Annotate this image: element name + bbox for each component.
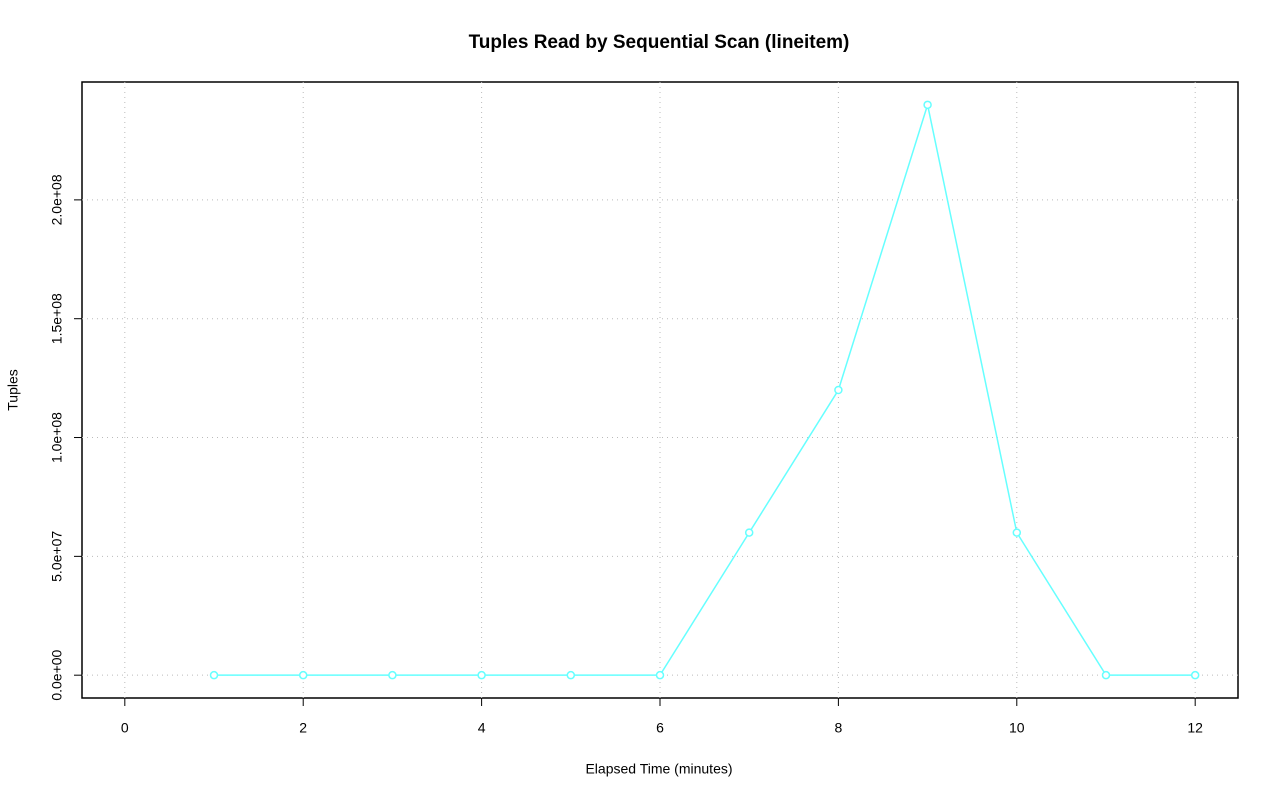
- x-tick-label: 0: [121, 720, 129, 736]
- x-tick-label: 12: [1187, 720, 1203, 736]
- data-point: [1012, 528, 1022, 537]
- data-point: [388, 670, 397, 680]
- x-tick-label: 4: [478, 720, 486, 736]
- data-point: [834, 385, 843, 395]
- data-line: [214, 101, 1196, 676]
- data-point: [209, 670, 219, 680]
- x-axis-label: Elapsed Time (minutes): [585, 761, 732, 777]
- x-tick-label: 6: [656, 720, 664, 736]
- y-tick-label: 0.0e+00: [49, 649, 65, 700]
- y-axis-label: Tuples: [5, 369, 21, 411]
- data-point: [477, 670, 486, 680]
- y-tick-label: 2.0e+08: [49, 174, 65, 225]
- data-point: [1190, 670, 1200, 680]
- y-tick-label: 1.5e+08: [49, 293, 65, 344]
- x-tick-label: 10: [1009, 720, 1025, 736]
- y-tick-label: 5.0e+07: [49, 531, 65, 582]
- data-point: [1101, 670, 1111, 680]
- data-point: [655, 670, 665, 680]
- data-point: [298, 670, 308, 680]
- y-tick-label: 1.0e+08: [49, 412, 65, 463]
- chart-title: Tuples Read by Sequential Scan (lineitem…: [469, 32, 850, 53]
- data-point: [923, 100, 932, 110]
- data-point: [566, 670, 576, 680]
- data-point: [744, 528, 754, 537]
- plot-frame: [81, 81, 1239, 699]
- x-tick-label: 2: [299, 720, 307, 736]
- x-tick-label: 8: [834, 720, 842, 736]
